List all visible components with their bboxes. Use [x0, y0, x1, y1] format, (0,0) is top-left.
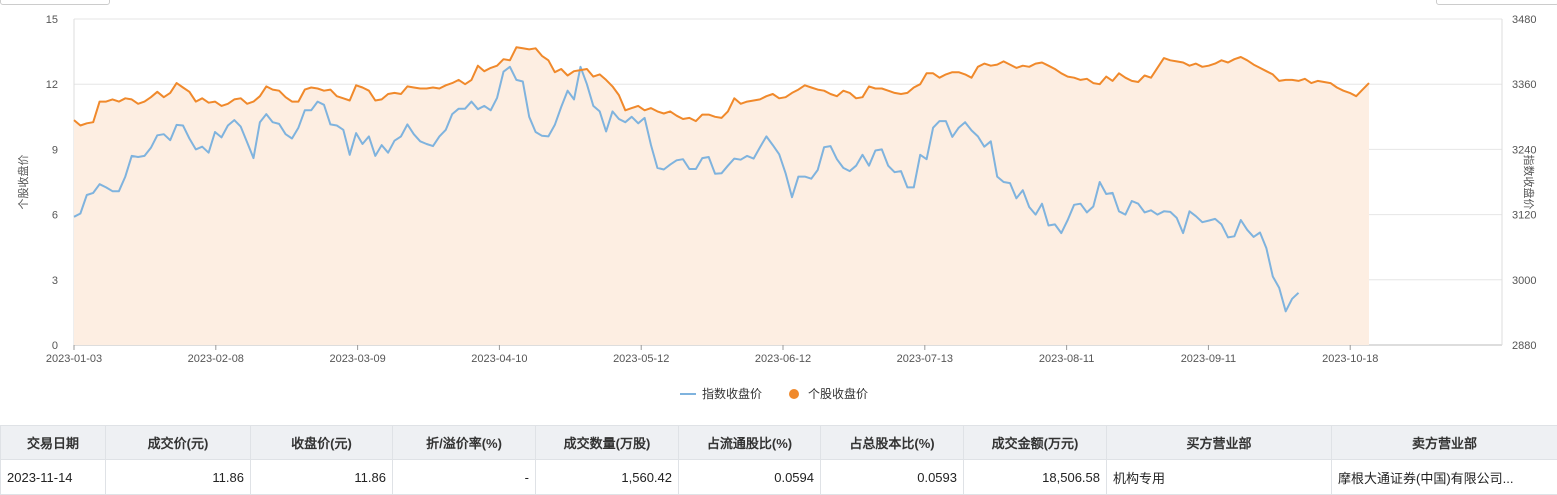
left-tick-label: 9 — [52, 144, 58, 156]
col-premium-rate[interactable]: 折/溢价率(%) — [393, 426, 536, 460]
col-trade-price[interactable]: 成交价(元) — [106, 426, 251, 460]
stock-area-fill — [74, 47, 1369, 345]
x-tick-label: 2023-05-12 — [613, 353, 669, 365]
left-tick-label: 0 — [52, 340, 58, 352]
x-tick-label: 2023-06-12 — [755, 353, 811, 365]
col-float-ratio[interactable]: 占流通股比(%) — [679, 426, 821, 460]
x-tick-label: 2023-02-08 — [188, 353, 244, 365]
x-axis-ticks: 2023-01-03 2023-02-08 2023-03-09 2023-04-10… — [46, 345, 1379, 365]
cell-trade-price: 11.86 — [106, 460, 251, 495]
cell-amount: 18,506.58 — [964, 460, 1107, 495]
col-close-price[interactable]: 收盘价(元) — [251, 426, 393, 460]
x-tick-label: 2023-07-13 — [897, 353, 953, 365]
x-tick-label: 2023-08-11 — [1039, 353, 1094, 365]
cell-float-ratio: 0.0594 — [679, 460, 821, 495]
cell-total-ratio: 0.0593 — [821, 460, 964, 495]
left-axis-ticks: 0 3 6 9 12 15 — [46, 14, 58, 352]
left-tick-label: 3 — [52, 275, 58, 287]
x-tick-label: 2023-03-09 — [329, 353, 385, 365]
x-tick-label: 2023-10-18 — [1322, 353, 1378, 365]
left-axis-label: 个股收盘价 — [16, 155, 30, 210]
legend-stock-label[interactable]: 个股收盘价 — [808, 386, 868, 401]
left-tick-label: 6 — [52, 210, 58, 222]
x-tick-label: 2023-04-10 — [471, 353, 527, 365]
cell-trade-date: 2023-11-14 — [1, 460, 106, 495]
cell-close-price: 11.86 — [251, 460, 393, 495]
col-amount[interactable]: 成交金额(万元) — [964, 426, 1107, 460]
right-tick-label: 3120 — [1512, 210, 1536, 222]
left-tick-label: 15 — [46, 14, 58, 26]
x-tick-label: 2023-09-11 — [1181, 353, 1236, 365]
col-buyer[interactable]: 买方营业部 — [1107, 426, 1332, 460]
block-trade-table: 交易日期 成交价(元) 收盘价(元) 折/溢价率(%) 成交数量(万股) 占流通… — [0, 425, 1557, 495]
legend-index-label[interactable]: 指数收盘价 — [702, 386, 762, 401]
cell-buyer[interactable]: 机构专用 — [1107, 460, 1332, 495]
table-header-row: 交易日期 成交价(元) 收盘价(元) 折/溢价率(%) 成交数量(万股) 占流通… — [1, 426, 1557, 460]
right-tick-label: 3480 — [1512, 14, 1536, 26]
col-seller[interactable]: 卖方营业部 — [1332, 426, 1557, 460]
right-axis-label: 指数收盘价 — [1522, 155, 1536, 210]
right-tick-label: 3360 — [1512, 79, 1536, 91]
col-total-ratio[interactable]: 占总股本比(%) — [821, 426, 964, 460]
col-volume[interactable]: 成交数量(万股) — [536, 426, 679, 460]
cell-premium-rate: - — [393, 460, 536, 495]
cell-seller[interactable]: 摩根大通证券(中国)有限公司... — [1332, 460, 1557, 495]
table-row: 2023-11-14 11.86 11.86 - 1,560.42 0.0594… — [1, 460, 1557, 495]
right-tick-label: 3000 — [1512, 275, 1536, 287]
left-tick-label: 12 — [46, 79, 58, 91]
col-trade-date[interactable]: 交易日期 — [1, 426, 106, 460]
legend[interactable]: 指数收盘价 个股收盘价 — [680, 386, 868, 401]
x-tick-label: 2023-01-03 — [46, 353, 102, 365]
legend-stock-swatch — [789, 389, 799, 399]
right-tick-label: 2880 — [1512, 340, 1536, 352]
cell-volume: 1,560.42 — [536, 460, 679, 495]
